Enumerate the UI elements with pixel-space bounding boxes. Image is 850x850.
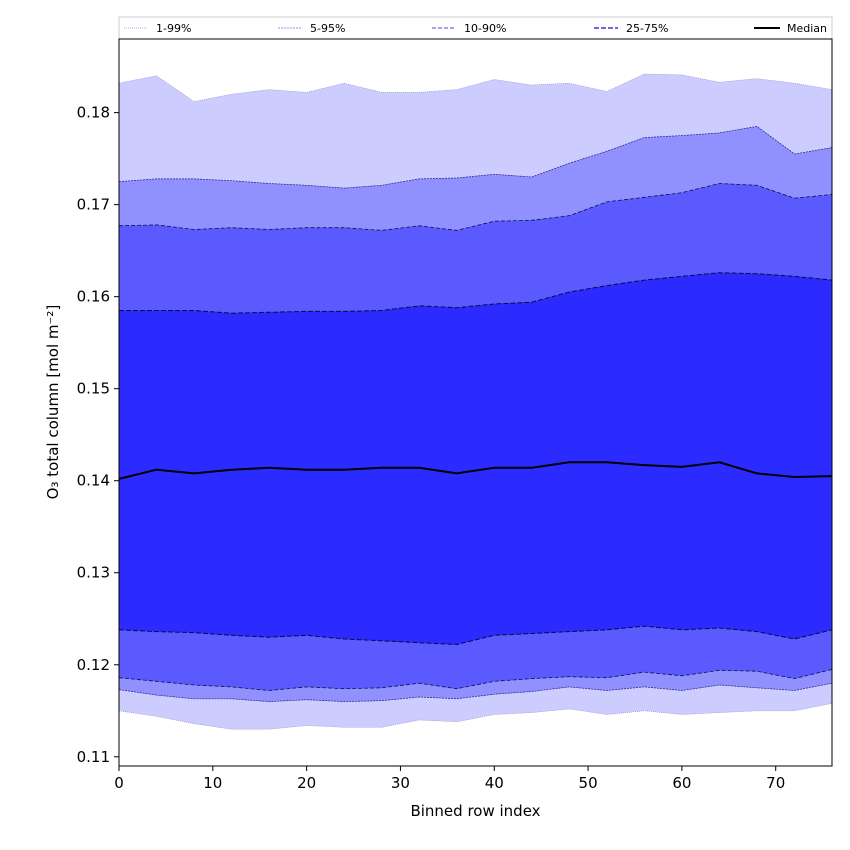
band-25-75 — [119, 272, 832, 645]
y-tick-label: 0.17 — [77, 196, 110, 214]
y-tick-label: 0.15 — [77, 380, 110, 398]
x-tick-label: 70 — [766, 774, 785, 792]
x-tick-label: 30 — [391, 774, 410, 792]
y-tick-label: 0.12 — [77, 656, 110, 674]
x-tick-label: 40 — [485, 774, 504, 792]
x-axis-title: Binned row index — [410, 802, 540, 820]
legend-label-1-99: 1-99% — [156, 22, 191, 35]
x-tick-label: 20 — [297, 774, 316, 792]
x-tick-label: 10 — [203, 774, 222, 792]
legend-item-25-75: 25-75% — [594, 22, 668, 35]
legend-label-25-75: 25-75% — [626, 22, 668, 35]
band-edge-5-95-upper — [118, 126, 833, 189]
band-edge-1-99-lower — [118, 703, 833, 730]
legend: 1-99% 5-95% 10-90% 25-75% Median — [118, 16, 833, 40]
plot-area — [118, 38, 833, 767]
median-line — [118, 461, 833, 480]
band-edge-1-99-upper — [118, 73, 833, 102]
band-edges-layer — [118, 73, 833, 730]
legend-label-5-95: 5-95% — [310, 22, 345, 35]
plot-frame — [118, 38, 833, 767]
y-tick-label: 0.16 — [77, 288, 110, 306]
x-tick-label: 50 — [579, 774, 598, 792]
legend-item-5-95: 5-95% — [278, 22, 345, 35]
band-edge-25-75-upper — [119, 272, 833, 314]
y-tick-label: 0.18 — [77, 104, 110, 122]
legend-label-median: Median — [787, 22, 827, 35]
x-tick-label: 0 — [114, 774, 124, 792]
band-edge-10-90-lower — [118, 669, 833, 691]
y-axis: 0.11 0.12 0.13 0.14 0.15 0.16 0.17 0.18 — [77, 104, 119, 766]
bands-layer — [119, 74, 832, 730]
legend-item-1-99: 1-99% — [124, 22, 191, 35]
legend-item-median: Median — [754, 22, 827, 35]
band-edge-10-90-upper — [118, 183, 833, 231]
y-axis-title: O₃ total column [mol m⁻²] — [44, 305, 62, 500]
band-edge-25-75-lower — [118, 625, 833, 646]
y-tick-label: 0.13 — [77, 564, 110, 582]
legend-label-10-90: 10-90% — [464, 22, 506, 35]
y-tick-label: 0.11 — [77, 748, 110, 766]
band-edge-5-95-lower — [118, 682, 833, 702]
x-tick-label: 60 — [672, 774, 691, 792]
y-tick-label: 0.14 — [77, 472, 110, 490]
x-axis: 0 10 20 30 40 50 60 70 — [114, 766, 785, 792]
legend-item-10-90: 10-90% — [432, 22, 506, 35]
